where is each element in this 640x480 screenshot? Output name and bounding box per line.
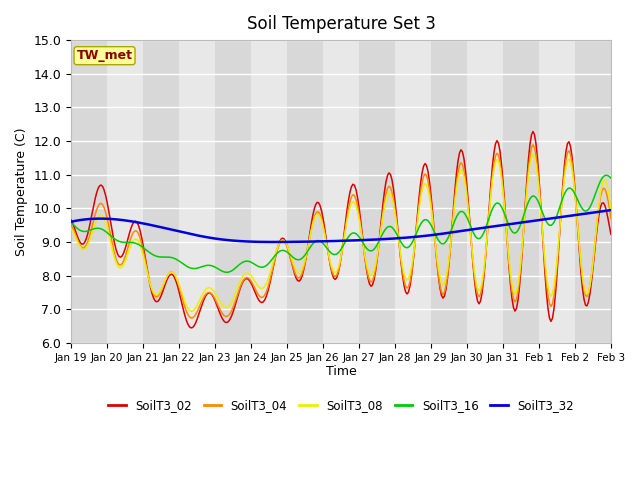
Bar [395,40,431,343]
Bar [431,40,467,343]
Bar [179,40,215,343]
Bar [575,40,611,343]
X-axis label: Time: Time [326,365,356,378]
Bar [539,40,575,343]
Y-axis label: Soil Temperature (C): Soil Temperature (C) [15,127,28,256]
Bar [107,40,143,343]
Text: TW_met: TW_met [77,49,132,62]
Bar [467,40,503,343]
Bar [71,40,107,343]
Bar [251,40,287,343]
Bar [323,40,359,343]
Bar [215,40,251,343]
Bar [287,40,323,343]
Title: Soil Temperature Set 3: Soil Temperature Set 3 [246,15,435,33]
Bar [143,40,179,343]
Legend: SoilT3_02, SoilT3_04, SoilT3_08, SoilT3_16, SoilT3_32: SoilT3_02, SoilT3_04, SoilT3_08, SoilT3_… [103,394,579,417]
Bar [611,40,640,343]
Bar [503,40,539,343]
Bar [359,40,395,343]
